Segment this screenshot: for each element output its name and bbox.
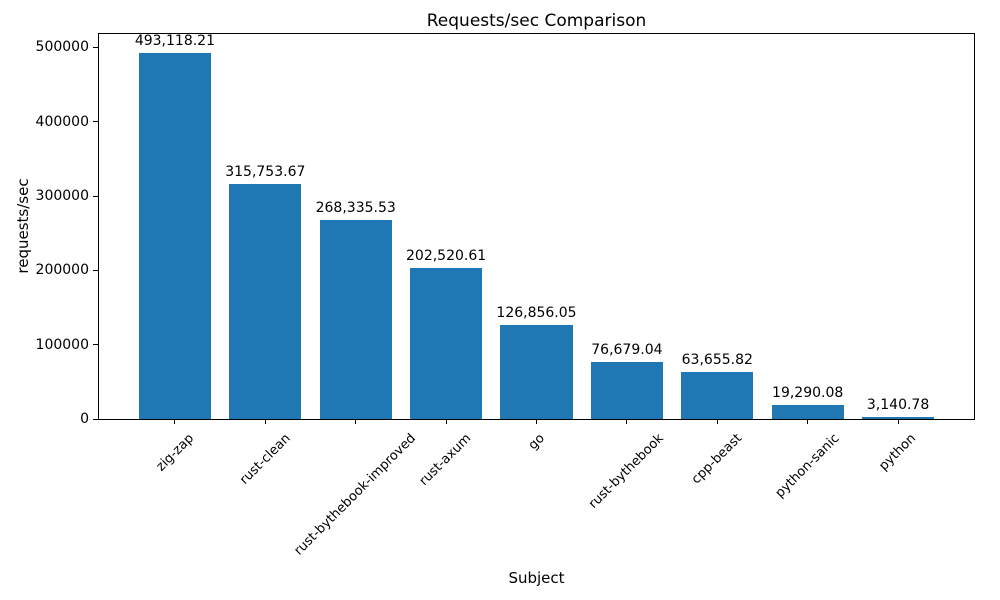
bar-value-label: 315,753.67 xyxy=(225,164,306,181)
y-tick-label: 400000 xyxy=(35,113,89,130)
bar-value-label: 126,856.05 xyxy=(496,304,577,321)
bar-python-sanic xyxy=(771,404,844,419)
bar-go xyxy=(500,324,573,419)
bar-value-label: 268,335.53 xyxy=(315,199,396,216)
y-tick-label: 200000 xyxy=(35,262,89,279)
x-axis-label: Subject xyxy=(508,569,565,587)
y-tick-mark xyxy=(93,46,99,48)
x-tick-label: python-sanic xyxy=(772,431,843,501)
bar-value-label: 493,118.21 xyxy=(134,32,216,49)
bar-rust-clean xyxy=(229,184,302,419)
x-tick-mark xyxy=(807,419,809,424)
y-tick-label: 500000 xyxy=(35,39,89,56)
x-tick-label: python xyxy=(876,431,920,474)
x-tick-label: rust-bythebook xyxy=(586,431,667,512)
bar-rust-bythebook xyxy=(590,362,664,419)
x-tick-label: cpp-beast xyxy=(689,431,746,488)
y-tick-label: 100000 xyxy=(35,336,89,353)
bar-value-label: 3,140.78 xyxy=(866,396,930,413)
y-tick-label: 300000 xyxy=(35,188,89,205)
x-tick-label: rust-axum xyxy=(416,431,475,489)
x-tick-mark xyxy=(716,419,718,424)
y-tick-label: 0 xyxy=(80,411,89,427)
bar-value-label: 63,655.82 xyxy=(681,351,753,368)
plot-area: 0 100000 200000 300000 400000 500000 493,118.2… xyxy=(36,32,975,558)
bar-cpp-beast xyxy=(681,371,754,419)
y-tick-mark xyxy=(93,418,99,420)
y-tick-mark xyxy=(93,344,99,346)
bar-python xyxy=(861,416,935,419)
x-tick-mark xyxy=(445,419,447,424)
bar-value-label: 202,520.61 xyxy=(406,248,487,265)
x-tick-mark xyxy=(897,419,899,424)
x-tick-mark xyxy=(355,419,357,424)
bar-rust-bythebook-improved xyxy=(319,219,392,419)
x-tick-label: go xyxy=(525,431,548,454)
y-tick-mark xyxy=(93,269,99,271)
bar-value-label: 76,679.04 xyxy=(591,342,663,359)
x-tick-mark xyxy=(264,419,266,424)
bar-rust-axum xyxy=(409,268,483,419)
chart-title: Requests/sec Comparison xyxy=(426,11,647,31)
y-tick-mark xyxy=(93,121,99,123)
x-tick-label: rust-bythebook-improved xyxy=(291,431,420,559)
x-tick-label: zig-zap xyxy=(153,431,197,475)
x-tick-mark xyxy=(626,419,628,424)
x-tick-label: rust-clean xyxy=(236,431,294,488)
bar-value-label: 19,290.08 xyxy=(772,384,844,401)
y-tick-mark xyxy=(93,195,99,197)
bar-zig-zap xyxy=(138,52,212,419)
x-tick-mark xyxy=(174,419,176,424)
x-tick-mark xyxy=(536,419,537,424)
